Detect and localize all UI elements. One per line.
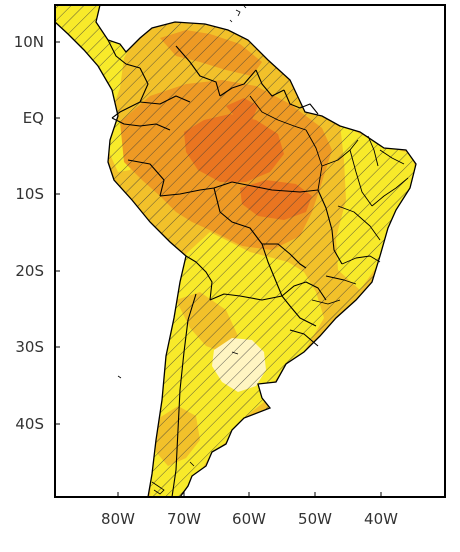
lon-label-60w: 60W — [232, 510, 266, 528]
lat-label-30s: 30S — [15, 338, 44, 356]
lon-label-40w: 40W — [364, 510, 398, 528]
map-frame — [54, 4, 446, 498]
lat-label-20s: 20S — [15, 262, 44, 280]
longitude-axis: 80W 70W 60W 50W 40W — [101, 492, 398, 528]
lat-label-eq: EQ — [23, 109, 44, 127]
country-borders — [107, 39, 343, 497]
lat-label-10n: 10N — [14, 33, 44, 51]
lat-label-10s: 10S — [15, 185, 44, 203]
islands — [117, 5, 247, 495]
lon-label-80w: 80W — [101, 510, 135, 528]
lon-label-50w: 50W — [298, 510, 332, 528]
lat-label-40s: 40S — [15, 415, 44, 433]
lon-label-70w: 70W — [167, 510, 201, 528]
state-borders — [249, 95, 409, 305]
latitude-axis: 10N EQ 10S 20S 30S 40S — [14, 33, 60, 433]
